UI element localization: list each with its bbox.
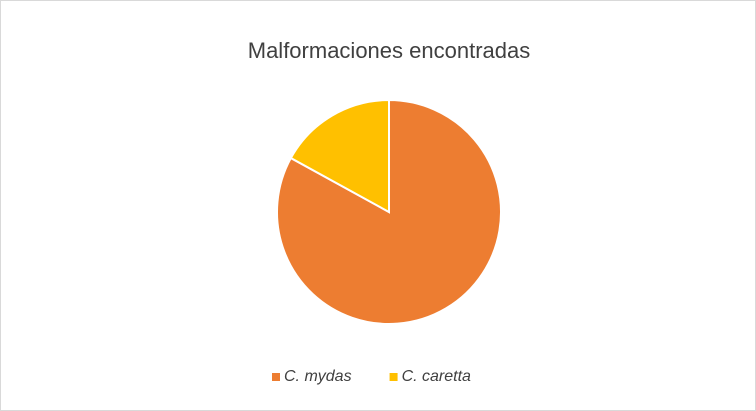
- legend-swatch: [389, 373, 398, 381]
- legend-label: C. caretta: [402, 368, 471, 385]
- legend-swatch: [272, 373, 280, 381]
- pie-slice: [289, 98, 390, 214]
- chart-title: Malformaciones encontradas: [248, 38, 530, 63]
- legend-label: C. mydas: [284, 368, 352, 385]
